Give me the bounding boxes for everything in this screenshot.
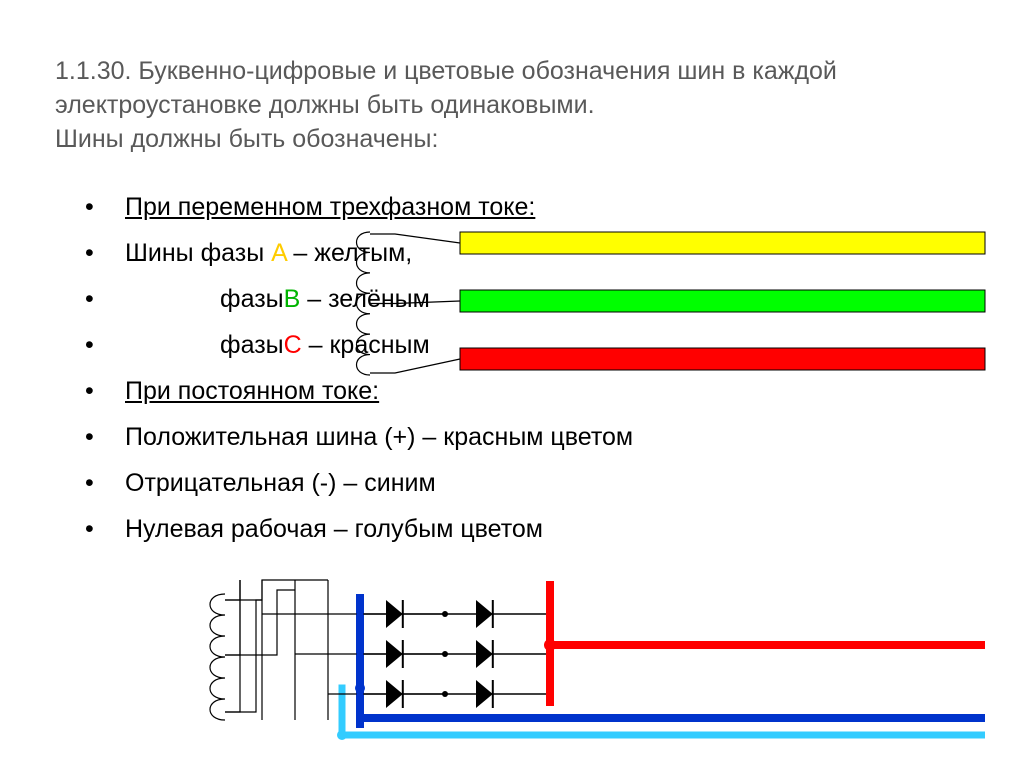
dc-zero: Нулевая рабочая – голубым цветом — [125, 517, 543, 542]
bullet-dot: • — [85, 287, 125, 312]
list-item: • Шины фазы A – желтым, — [85, 241, 633, 266]
bullet-dot: • — [85, 379, 125, 404]
list-item: • фазы C – красным — [85, 333, 633, 358]
heading-ac: При переменном трехфазном токе: — [125, 195, 535, 220]
slide-title: 1.1.30. Буквенно-цифровые и цветовые обо… — [55, 55, 955, 156]
list-item: • Отрицательная (-) – синим — [85, 471, 633, 496]
phase-c-post: – красным — [302, 331, 430, 359]
heading-dc: При постоянном токе: — [125, 379, 379, 404]
list-item: • фазы B – зелёным — [85, 287, 633, 312]
dc-pos: Положительная шина (+) – красным цветом — [125, 425, 633, 450]
bullet-dot: • — [85, 517, 125, 542]
list-item: • Положительная шина (+) – красным цвето… — [85, 425, 633, 450]
phase-a-letter: A — [271, 239, 286, 267]
bullet-dot: • — [85, 195, 125, 220]
phase-c-letter: C — [284, 331, 302, 359]
bullet-dot: • — [85, 241, 125, 266]
phase-b-letter: B — [284, 285, 301, 313]
phase-c-pre: фазы — [125, 333, 284, 358]
bullet-dot: • — [85, 425, 125, 450]
dc-neg: Отрицательная (-) – синим — [125, 471, 436, 496]
phase-b-pre: фазы — [125, 287, 284, 312]
bullet-list: • При переменном трехфазном токе: • Шины… — [85, 195, 633, 563]
list-item: • При переменном трехфазном токе: — [85, 195, 633, 220]
list-item: • При постоянном токе: — [85, 379, 633, 404]
phase-a-post: – желтым, — [286, 239, 412, 267]
list-item: • Нулевая рабочая – голубым цветом — [85, 517, 633, 542]
phase-b-post: – зелёным — [300, 285, 430, 313]
phase-a-pre: Шины фазы — [125, 239, 271, 267]
bullet-dot: • — [85, 471, 125, 496]
bullet-dot: • — [85, 333, 125, 358]
